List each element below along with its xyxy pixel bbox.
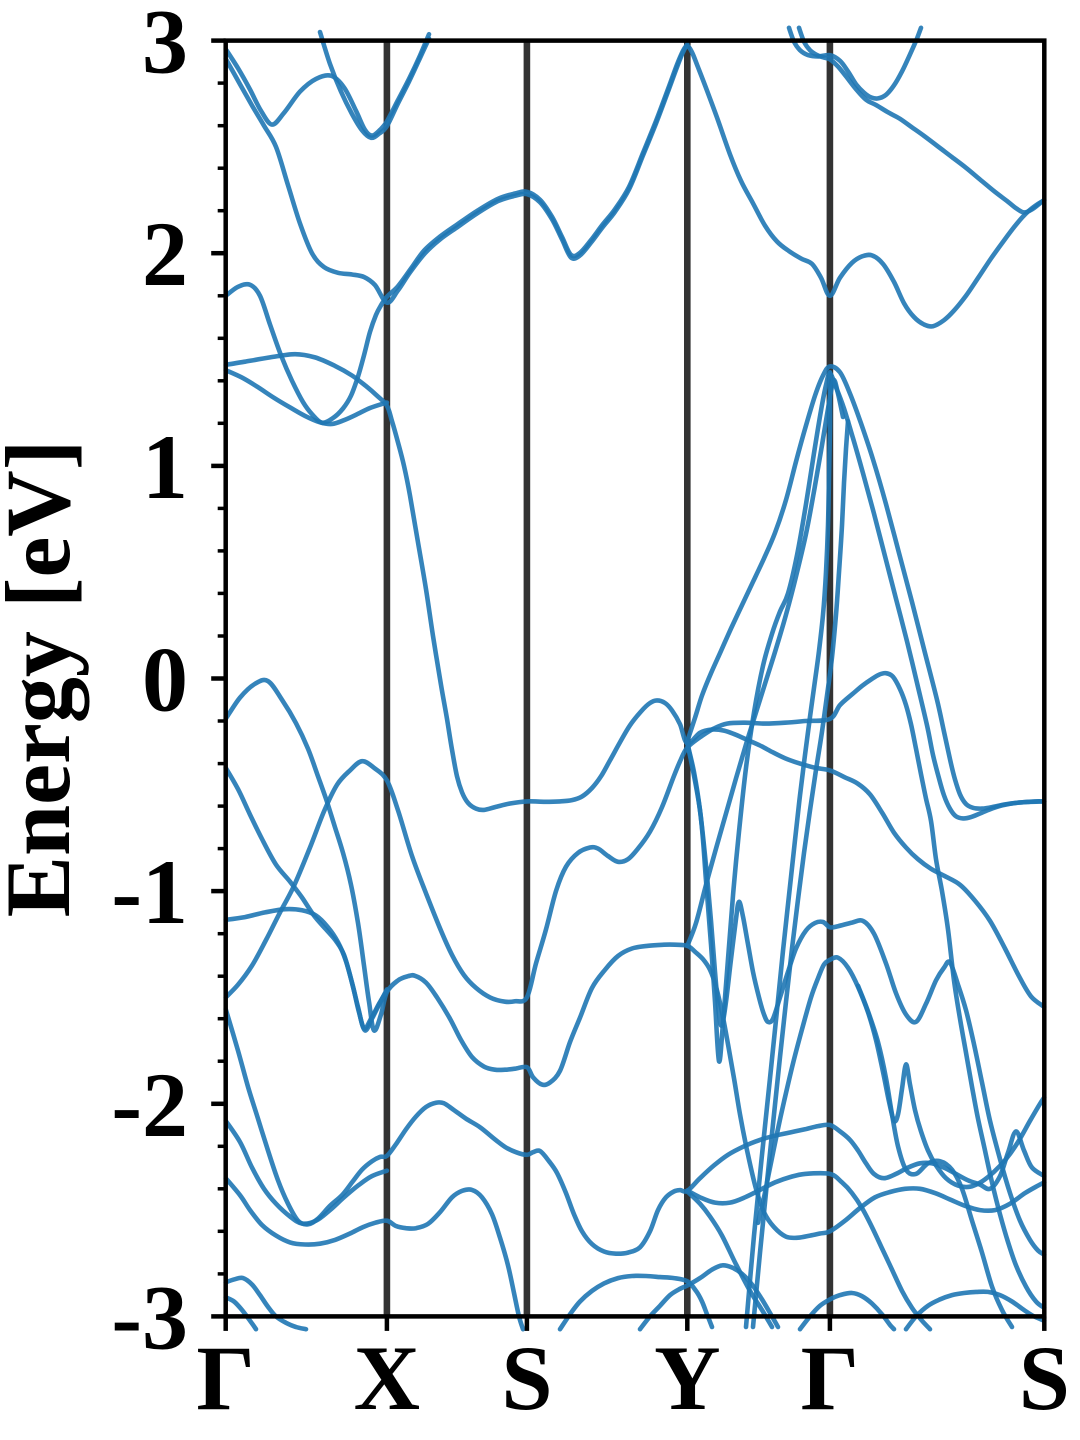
svg-text:-3: -3	[111, 1266, 188, 1368]
svg-text:0: 0	[142, 629, 188, 731]
svg-text:3: 3	[142, 0, 188, 93]
svg-text:Energy [eV]: Energy [eV]	[0, 440, 89, 918]
svg-text:X: X	[354, 1327, 420, 1429]
svg-text:1: 1	[142, 416, 188, 518]
svg-text:Y: Y	[654, 1327, 720, 1429]
svg-text:-1: -1	[111, 841, 188, 943]
svg-text:Γ: Γ	[196, 1327, 255, 1429]
svg-text:Γ: Γ	[801, 1327, 860, 1429]
svg-text:2: 2	[142, 203, 188, 305]
svg-text:S: S	[1019, 1327, 1070, 1429]
svg-text:-2: -2	[111, 1054, 188, 1156]
svg-text:S: S	[501, 1327, 552, 1429]
